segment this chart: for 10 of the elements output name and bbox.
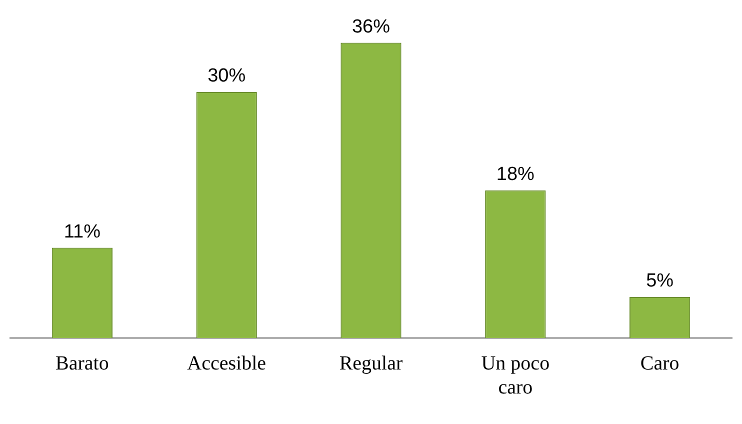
data-label: 11% xyxy=(64,222,101,243)
x-tick-label: Barato xyxy=(56,352,109,374)
x-tick-label: Caro xyxy=(640,352,680,374)
x-tick-label: Accesible xyxy=(187,352,266,374)
data-label: 18% xyxy=(496,164,535,186)
data-label: 30% xyxy=(208,66,246,87)
data-label: 36% xyxy=(352,16,390,38)
x-tick-label: Un poco caro xyxy=(481,352,550,398)
x-tick-label: Regular xyxy=(339,352,403,374)
data-label: 5% xyxy=(646,270,674,292)
